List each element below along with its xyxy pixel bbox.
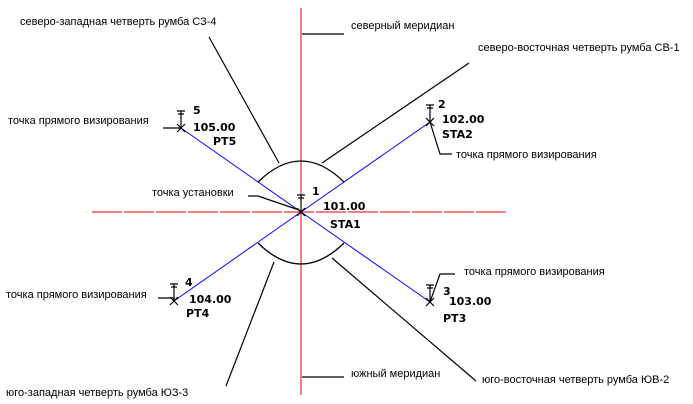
point-5-elevation: 105.00: [193, 121, 236, 134]
point-1-number: 1: [312, 185, 320, 198]
sight-point-4-label: точка прямого визирования: [6, 289, 147, 301]
sight-line-4: [173, 211, 302, 302]
point-4-elevation: 104.00: [189, 293, 232, 306]
ne-quarter-leader: [321, 62, 470, 164]
sight-lines: [173, 121, 431, 303]
north-arc: [257, 160, 345, 183]
station-point-label: точка установки: [152, 187, 234, 199]
sight-line-2: [300, 121, 431, 213]
point-2-name: STA2: [442, 128, 473, 141]
point-2-marker: [425, 104, 435, 127]
se-quarter-label: юго-восточная четверть румба ЮВ-2: [482, 374, 669, 386]
point-5-name: PT5: [213, 135, 236, 148]
sight-line-3: [300, 211, 431, 303]
point-2-elevation: 102.00: [442, 113, 485, 126]
north-meridian-label: северный меридиан: [351, 20, 454, 32]
sight-point-2-leader: [429, 121, 452, 155]
south-meridian-label: южный меридиан: [351, 368, 440, 380]
sw-quarter-label: юго-западная четверть румба ЮЗ-3: [6, 387, 188, 399]
point-3-elevation: 103.00: [449, 295, 492, 308]
south-arc: [257, 242, 345, 265]
sw-quarter-leader: [225, 261, 275, 387]
se-quarter-leader: [331, 257, 477, 382]
point-5-number: 5: [193, 104, 201, 117]
point-1-name: STA1: [330, 218, 361, 231]
point-2-number: 2: [438, 98, 446, 111]
point-1-elevation: 101.00: [323, 200, 366, 213]
point-4-marker: [169, 283, 179, 306]
ne-quarter-label: северо-восточная четверть румба СВ-1: [478, 42, 680, 54]
nw-quarter-leader: [208, 36, 280, 164]
point-3-marker: [425, 284, 435, 307]
point-5-marker: [176, 110, 186, 133]
point-3-number: 3: [443, 285, 451, 298]
point-1-marker: [296, 194, 306, 217]
point-4-name: PT4: [186, 307, 210, 320]
sight-point-2-label: точка прямого визирования: [456, 149, 597, 161]
sight-point-5-label: точка прямого визирования: [8, 115, 149, 127]
point-3-name: PT3: [443, 312, 466, 325]
sight-point-3-leader: [429, 273, 455, 303]
station-point-leader: [248, 195, 300, 211]
sight-point-3-label: точка прямого визирования: [464, 266, 605, 278]
sight-line-5: [180, 127, 302, 213]
point-4-number: 4: [185, 276, 193, 289]
nw-quarter-label: северо-западная четверть румба СЗ-4: [20, 16, 217, 28]
